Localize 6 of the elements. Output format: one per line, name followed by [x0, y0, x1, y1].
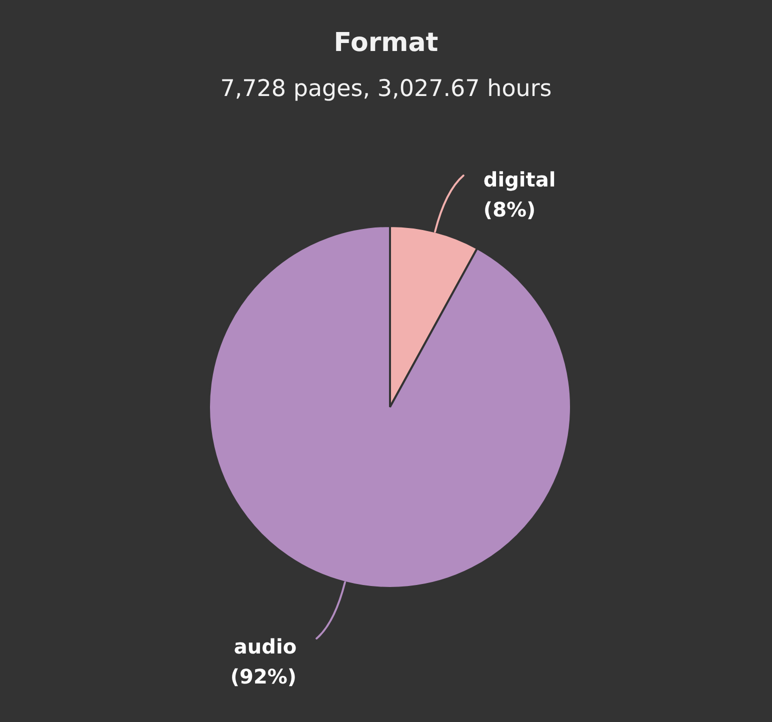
slice-label: audio [234, 634, 297, 659]
chart-subtitle: 7,728 pages, 3,027.67 hours [219, 76, 553, 102]
slice-label: digital [483, 168, 556, 192]
chart-title: Format [332, 28, 440, 58]
data-label: (8%) [483, 198, 536, 222]
data-label: (92%) [230, 664, 297, 689]
